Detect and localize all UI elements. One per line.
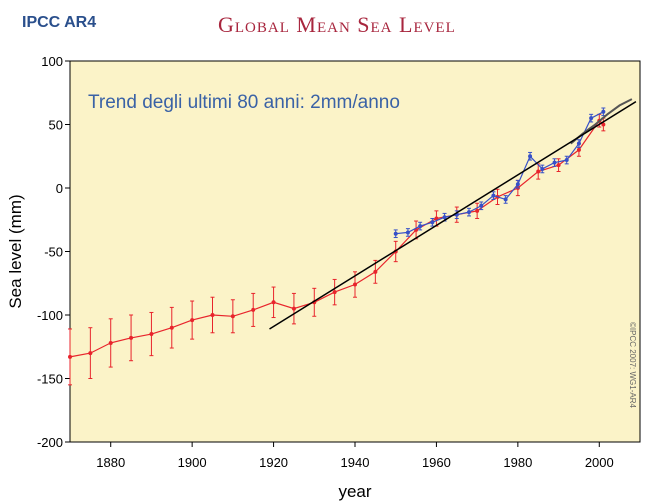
tide_gauge-point — [552, 160, 557, 165]
reconstruction-point — [353, 282, 357, 287]
reconstruction-point — [230, 314, 235, 319]
tide_gauge-point — [540, 166, 545, 171]
reconstruction-point — [88, 351, 93, 356]
chart-title: Global Mean Sea Level — [218, 12, 456, 37]
reconstruction-point — [271, 300, 276, 305]
plot-area — [69, 60, 641, 443]
x-axis-label: year — [338, 482, 371, 501]
x-tick-label: 1960 — [422, 455, 451, 470]
reconstruction-point — [68, 354, 72, 359]
tide_gauge-point — [393, 231, 398, 236]
tide_gauge-point — [467, 210, 471, 215]
y-tick-label: -200 — [37, 435, 63, 450]
y-tick-label: 50 — [49, 118, 63, 133]
y-tick-label: -50 — [44, 245, 63, 260]
y-axis-label: Sea level (mm) — [6, 194, 25, 308]
x-tick-label: 1920 — [259, 455, 288, 470]
reconstruction-point — [210, 313, 215, 317]
reconstruction-point — [556, 163, 561, 168]
tide_gauge-point — [601, 109, 606, 114]
reconstruction-point — [190, 318, 195, 323]
reconstruction-point — [373, 269, 378, 274]
reconstruction-point — [536, 169, 541, 174]
trend-annotation: Trend degli ultimi 80 anni: 2mm/anno — [88, 92, 400, 113]
x-tick-label: 1940 — [341, 455, 370, 470]
reconstruction-line — [69, 119, 604, 358]
tide_gauge-point — [576, 141, 581, 146]
reconstruction-point — [108, 340, 113, 345]
reconstruction-point — [291, 306, 296, 311]
reconstruction-point — [251, 307, 256, 312]
x-tick-label: 2000 — [585, 455, 614, 470]
tide_gauge-point — [418, 224, 423, 229]
tide_gauge-point — [491, 193, 496, 198]
tide_gauge-point — [405, 230, 410, 235]
reconstruction-point — [149, 332, 154, 337]
y-tick-label: -100 — [37, 308, 63, 323]
tide_gauge-point — [430, 220, 435, 225]
reconstruction-point — [601, 122, 606, 127]
tide_gauge-point — [442, 215, 447, 220]
reconstruction-point — [129, 335, 134, 340]
tide_gauge-point — [564, 158, 569, 163]
reconstruction-point — [169, 325, 174, 330]
x-tick-label: 1880 — [96, 455, 125, 470]
trend-line — [269, 101, 637, 330]
reconstruction-point — [475, 208, 480, 213]
x-tick-label: 1900 — [178, 455, 207, 470]
tide_gauge-point — [528, 154, 533, 159]
x-tick-label: 1980 — [503, 455, 532, 470]
y-tick-label: -150 — [37, 372, 63, 387]
copyright-label: ©IPCC 2007: WG1-AR4 — [628, 322, 637, 408]
tide_gauge-line — [395, 111, 604, 235]
reconstruction-point — [434, 216, 439, 221]
y-tick-label: 100 — [41, 54, 63, 69]
corner-label: IPCC AR4 — [22, 14, 97, 31]
reconstruction-point — [332, 290, 337, 295]
tide_gauge-point — [479, 203, 484, 208]
reconstruction-point — [576, 147, 581, 152]
y-tick-label: 0 — [56, 181, 63, 196]
tide_gauge-point — [515, 182, 520, 187]
tide_gauge-point — [503, 197, 508, 202]
tide_gauge-point — [589, 116, 594, 121]
